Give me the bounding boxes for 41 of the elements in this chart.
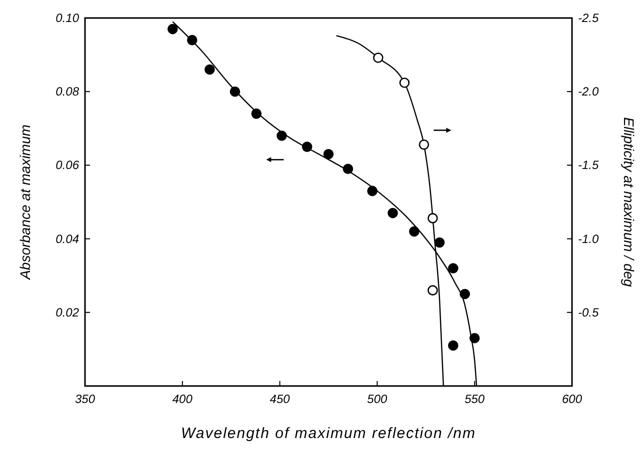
y-tick-label: 0.08 xyxy=(56,84,80,99)
point xyxy=(367,186,378,196)
x-tick-label: 400 xyxy=(172,392,193,406)
y2-tick-label: -0.5 xyxy=(578,305,600,320)
point xyxy=(373,52,384,63)
x-tick-label: 550 xyxy=(464,392,485,406)
y2-tick-label: -2.5 xyxy=(578,11,600,25)
point xyxy=(434,237,445,248)
y2-tick-label: -2.0 xyxy=(578,84,600,99)
point xyxy=(409,226,420,237)
y2-tick-label: -1.5 xyxy=(578,158,600,172)
point xyxy=(448,263,458,274)
x-tick-label: 350 xyxy=(74,392,96,406)
y-tick-label: 0.10 xyxy=(56,11,80,25)
point xyxy=(186,34,198,46)
x-tick-label: 600 xyxy=(562,392,582,406)
point xyxy=(469,333,480,344)
x-tick-label: 500 xyxy=(367,392,388,406)
y-axis-title: Absorbance at maximum xyxy=(17,124,33,280)
point xyxy=(428,285,438,296)
point xyxy=(323,149,334,160)
point xyxy=(168,24,178,34)
point xyxy=(230,86,240,97)
x-axis-title: Wavelength of maximum reflection /nm xyxy=(181,425,476,442)
y2-tick-label: -1.0 xyxy=(578,232,600,246)
point xyxy=(276,130,287,141)
point xyxy=(388,208,398,218)
x-tick-label: 450 xyxy=(270,392,290,406)
point xyxy=(448,340,458,351)
point xyxy=(428,213,438,224)
point xyxy=(342,164,354,174)
point xyxy=(418,139,430,150)
point xyxy=(399,78,410,88)
point xyxy=(204,64,215,75)
y-tick-label: 0.02 xyxy=(56,305,80,320)
y-tick-label: 0.04 xyxy=(56,232,80,246)
point xyxy=(251,108,262,119)
y-tick-label: 0.06 xyxy=(56,158,80,172)
point xyxy=(302,142,312,152)
point xyxy=(460,288,470,300)
y2-axis-title: Ellipticity at maximum / deg xyxy=(621,117,637,288)
